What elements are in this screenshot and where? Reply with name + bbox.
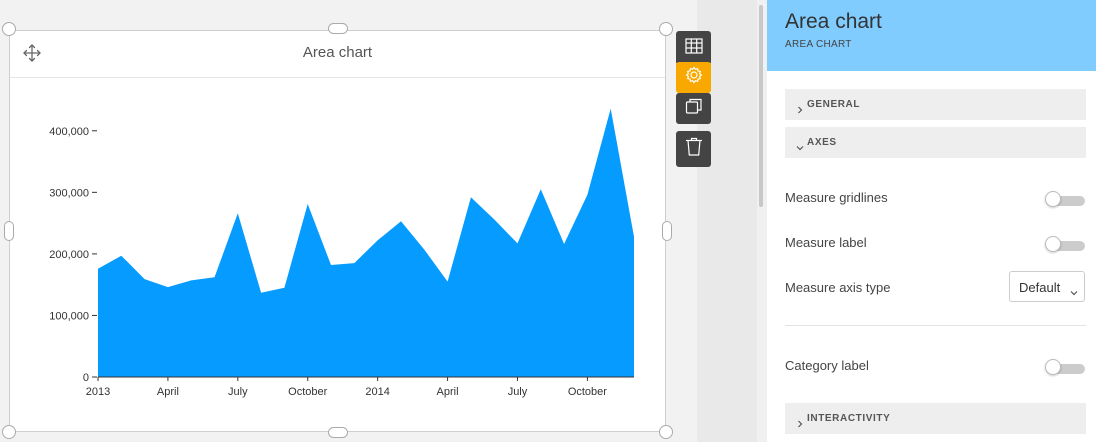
- card-title: Area chart: [302, 44, 373, 61]
- settings-button[interactable]: [676, 62, 711, 93]
- y-tick-label: 200,000: [49, 249, 89, 261]
- resize-handle-top[interactable]: [328, 23, 348, 34]
- table-view-button[interactable]: [676, 31, 711, 65]
- panel-subtitle: AREA CHART: [785, 39, 852, 50]
- resize-handle-top-right[interactable]: [659, 22, 673, 36]
- trash-icon: [685, 137, 703, 162]
- gear-icon: [685, 66, 703, 89]
- y-tick-label: 100,000: [49, 310, 89, 322]
- resize-handle-left[interactable]: [4, 221, 14, 241]
- panel-header: Area chart AREA CHART: [767, 0, 1096, 71]
- x-tick-label: October: [288, 386, 327, 398]
- section-general[interactable]: GENERAL: [785, 89, 1086, 120]
- panel-title: Area chart: [785, 10, 882, 33]
- duplicate-icon: [685, 97, 703, 120]
- delete-button[interactable]: [676, 131, 711, 167]
- measure-axis-type-value: Default: [1019, 280, 1061, 295]
- category-label-label: Category label: [785, 358, 869, 373]
- measure-gridlines-label: Measure gridlines: [785, 190, 888, 205]
- resize-handle-bottom[interactable]: [328, 427, 348, 438]
- measure-axis-type-select[interactable]: Default: [1009, 271, 1085, 302]
- duplicate-button[interactable]: [676, 93, 711, 124]
- measure-axis-type-label: Measure axis type: [785, 280, 891, 295]
- y-tick-label: 300,000: [49, 187, 89, 199]
- resize-handle-right[interactable]: [662, 221, 672, 241]
- x-tick-label: October: [568, 386, 607, 398]
- x-tick-label: 2014: [365, 386, 389, 398]
- chevron-down-icon: [1070, 284, 1078, 296]
- section-axes-label: AXES: [807, 137, 837, 148]
- y-tick-label: 0: [83, 372, 89, 384]
- chevron-right-icon: [796, 415, 804, 428]
- resize-handle-bottom-left[interactable]: [2, 425, 16, 439]
- scrollbar-thumb[interactable]: [759, 5, 763, 207]
- x-tick-label: 2013: [86, 386, 110, 398]
- chevron-right-icon: [796, 101, 804, 114]
- properties-panel: Area chart AREA CHART GENERAL AXES Measu…: [767, 0, 1096, 442]
- canvas-scrollbar[interactable]: [757, 0, 767, 442]
- section-general-label: GENERAL: [807, 99, 861, 110]
- y-tick-label: 400,000: [49, 126, 89, 138]
- category-label-toggle[interactable]: [1045, 359, 1085, 375]
- measure-gridlines-toggle[interactable]: [1045, 191, 1085, 207]
- resize-handle-top-left[interactable]: [2, 22, 16, 36]
- area-series: [98, 108, 634, 377]
- x-tick-label: April: [437, 386, 459, 398]
- chevron-down-icon: [796, 139, 804, 151]
- section-axes[interactable]: AXES: [785, 127, 1086, 158]
- canvas: Area chart 0 100,000 200,000 300,000 400,000…: [2, 22, 711, 439]
- card-header: Area chart: [10, 31, 665, 78]
- measure-label-toggle[interactable]: [1045, 236, 1085, 252]
- move-icon[interactable]: [22, 43, 42, 63]
- table-icon: [684, 37, 703, 59]
- area-chart: 0 100,000 200,000 300,000 400,000 2013 April Ju…: [49, 108, 635, 398]
- panel-divider: [785, 325, 1086, 326]
- section-interactivity[interactable]: INTERACTIVITY: [785, 403, 1086, 434]
- measure-label-label: Measure label: [785, 235, 867, 250]
- x-tick-label: July: [508, 386, 528, 398]
- resize-handle-bottom-right[interactable]: [659, 425, 673, 439]
- x-tick-label: July: [228, 386, 248, 398]
- x-tick-label: April: [157, 386, 179, 398]
- section-interactivity-label: INTERACTIVITY: [807, 413, 891, 424]
